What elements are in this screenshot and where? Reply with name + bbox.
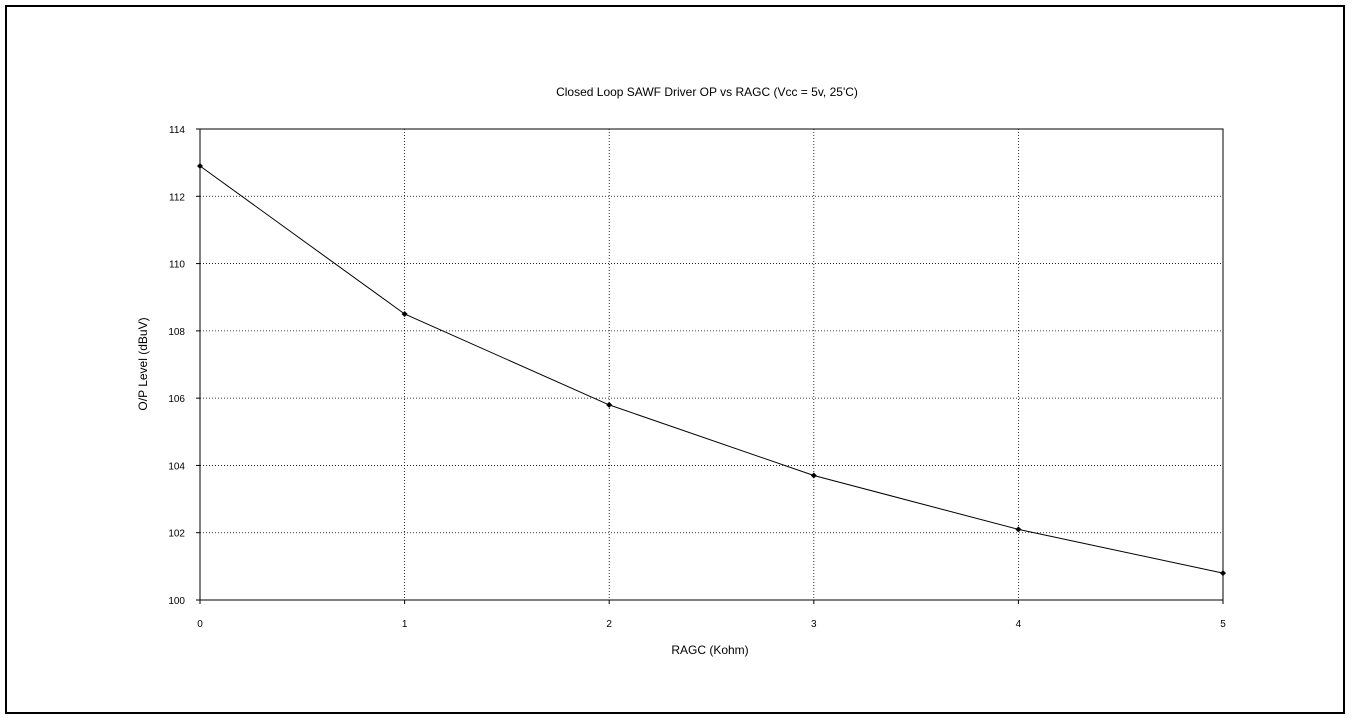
- y-tick-label: 104: [168, 461, 185, 472]
- x-tick-label: 1: [402, 619, 408, 630]
- data-point-marker: [401, 311, 408, 318]
- x-tick-label: 3: [811, 619, 817, 630]
- data-point-marker: [606, 401, 613, 408]
- y-tick-label: 102: [168, 529, 185, 540]
- axis-ticks: 100 102 104 106 108 110 112 114 0 1 2 3 4 5: [168, 125, 1226, 630]
- y-tick-label: 112: [169, 192, 185, 203]
- grid: [200, 129, 1223, 600]
- data-point-marker: [197, 163, 203, 170]
- y-tick-label: 108: [168, 327, 185, 338]
- chart-title: Closed Loop SAWF Driver OP vs RAGC (Vcc …: [556, 85, 858, 99]
- x-tick-label: 0: [197, 619, 203, 630]
- plot-area: [199, 128, 1224, 601]
- x-axis-label: RAGC (Kohm): [671, 643, 748, 657]
- y-tick-label: 110: [169, 260, 185, 271]
- y-tick-label: 114: [169, 125, 185, 136]
- chart-frame: [5, 5, 1345, 714]
- x-tick-label: 2: [606, 619, 612, 630]
- series-line: [199, 165, 1224, 574]
- x-tick-label: 5: [1220, 619, 1226, 630]
- x-tick-label: 4: [1016, 619, 1022, 630]
- y-axis-label: O/P Level (dBuV): [136, 317, 150, 410]
- data-point-marker: [1015, 526, 1022, 533]
- data-point-marker: [810, 472, 817, 479]
- y-tick-label: 106: [168, 394, 185, 405]
- data-point-marker: [1220, 570, 1226, 577]
- series-layer: [197, 163, 1226, 577]
- y-tick-label: 100: [168, 596, 185, 607]
